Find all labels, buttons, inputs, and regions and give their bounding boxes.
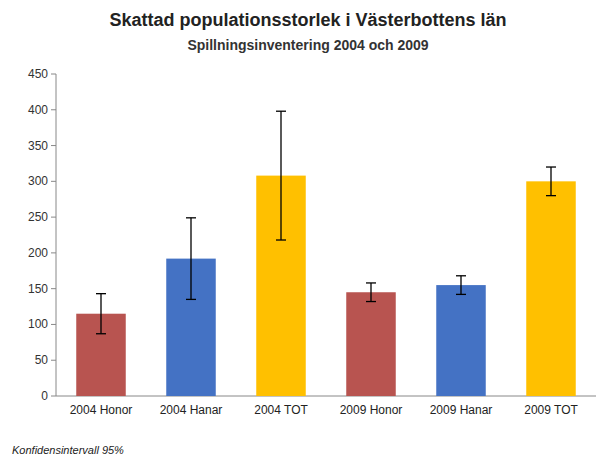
y-tick-label: 200 bbox=[28, 246, 48, 260]
error-bar bbox=[546, 167, 556, 196]
error-bar bbox=[96, 294, 106, 334]
marks bbox=[76, 111, 576, 396]
subtitle: Spillningsinventering 2004 och 2009 bbox=[187, 37, 428, 53]
y-tick-label: 150 bbox=[28, 282, 48, 296]
y-tick bbox=[51, 145, 56, 146]
x-axis-line bbox=[56, 396, 596, 397]
y-tick-label: 400 bbox=[28, 103, 48, 117]
x-tick-label: 2004 TOT bbox=[254, 403, 308, 417]
y-tick-label: 300 bbox=[28, 174, 48, 188]
error-cap bbox=[456, 294, 466, 295]
y-tick-label: 100 bbox=[28, 317, 48, 331]
y-tick-label: 0 bbox=[41, 389, 48, 403]
y-tick-label: 450 bbox=[28, 67, 48, 81]
chart-container: Skattad populationsstorlek i Västerbotte… bbox=[0, 0, 616, 466]
error-cap bbox=[546, 166, 556, 167]
y-tick-label: 350 bbox=[28, 139, 48, 153]
y-tick bbox=[51, 181, 56, 182]
x-tick-label: 2009 TOT bbox=[524, 403, 578, 417]
x-tick-label: 2004 Honor bbox=[70, 403, 133, 417]
error-cap bbox=[456, 275, 466, 276]
title: Skattad populationsstorlek i Västerbotte… bbox=[109, 10, 506, 30]
error-bar bbox=[186, 218, 196, 300]
bar bbox=[436, 285, 486, 396]
error-stem bbox=[550, 167, 551, 196]
error-stem bbox=[100, 294, 101, 334]
y-tick bbox=[51, 396, 56, 397]
y-tick-label: 50 bbox=[35, 353, 49, 367]
error-cap bbox=[186, 217, 196, 218]
error-bar bbox=[456, 276, 466, 295]
x-tick-label: 2009 Hanar bbox=[430, 403, 493, 417]
bar bbox=[526, 181, 576, 396]
error-bar bbox=[276, 111, 286, 240]
y-tick bbox=[51, 217, 56, 218]
chart-svg: Skattad populationsstorlek i Västerbotte… bbox=[0, 0, 616, 466]
footnote: Konfidensintervall 95% bbox=[12, 444, 124, 456]
error-cap bbox=[96, 293, 106, 294]
y-tick bbox=[51, 74, 56, 75]
error-stem bbox=[280, 111, 281, 240]
error-cap bbox=[96, 333, 106, 334]
error-stem bbox=[370, 283, 371, 302]
y-tick bbox=[51, 252, 56, 253]
error-cap bbox=[186, 299, 196, 300]
bar bbox=[346, 292, 396, 396]
x-tick-label: 2004 Hanar bbox=[160, 403, 223, 417]
error-cap bbox=[366, 301, 376, 302]
y-tick bbox=[51, 360, 56, 361]
error-stem bbox=[460, 276, 461, 295]
error-bar bbox=[366, 283, 376, 302]
y-tick bbox=[51, 109, 56, 110]
x-tick-label: 2009 Honor bbox=[340, 403, 403, 417]
error-cap bbox=[276, 239, 286, 240]
y-tick bbox=[51, 288, 56, 289]
error-cap bbox=[366, 282, 376, 283]
y-tick bbox=[51, 324, 56, 325]
y-tick-label: 250 bbox=[28, 210, 48, 224]
error-cap bbox=[546, 195, 556, 196]
error-cap bbox=[276, 111, 286, 112]
y-axis-line bbox=[56, 74, 57, 396]
error-stem bbox=[190, 218, 191, 300]
